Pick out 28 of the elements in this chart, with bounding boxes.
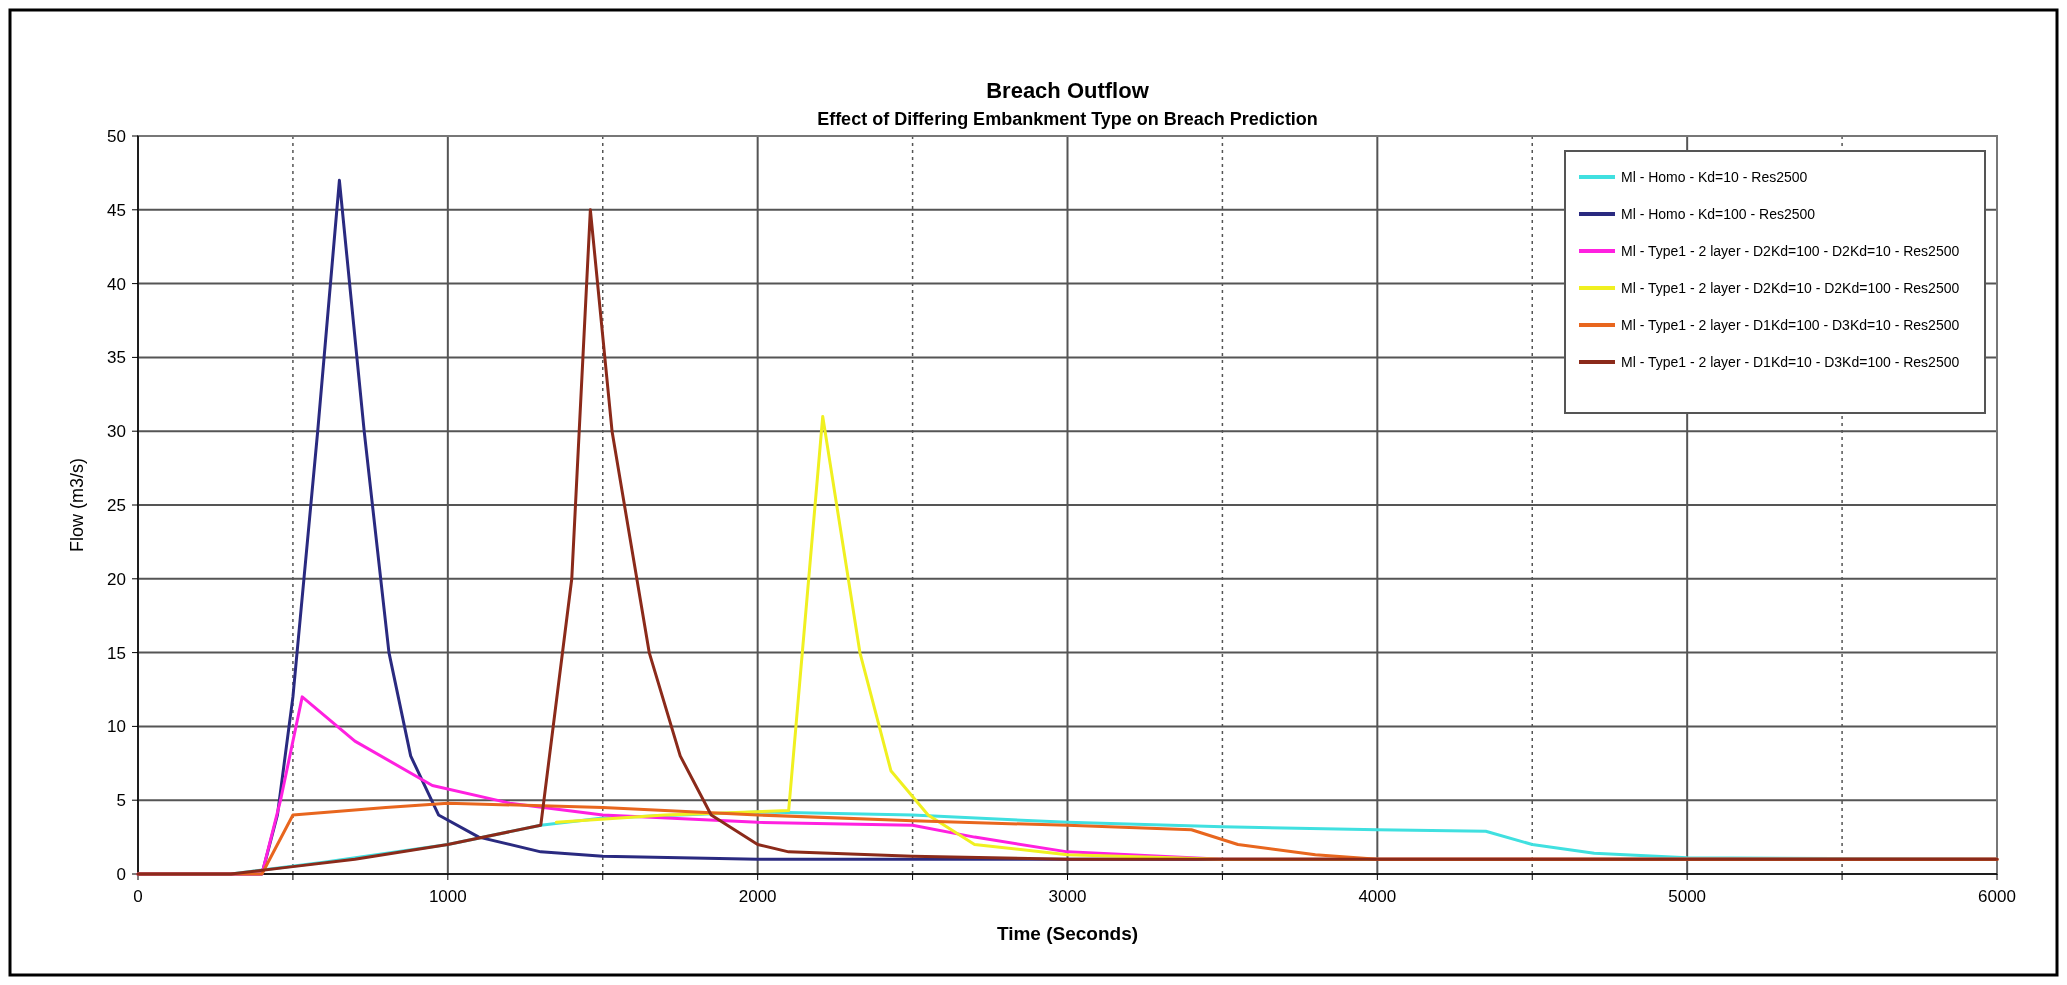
x-tick-label: 0 — [133, 887, 143, 906]
y-tick-label: 15 — [107, 643, 126, 663]
legend-label: Ml - Type1 - 2 layer - D2Kd=100 - D2Kd=10 - Res2500 — [1621, 243, 1960, 259]
legend-label: Ml - Homo - Kd=10 - Res2500 — [1621, 169, 1808, 185]
y-tick-label: 35 — [107, 348, 126, 368]
legend-label: Ml - Type1 - 2 layer - D1Kd=100 - D3Kd=10 - Res2500 — [1621, 317, 1960, 333]
y-tick-label: 45 — [107, 200, 126, 220]
x-axis-title: Time (Seconds) — [996, 923, 1139, 944]
legend-label: Ml - Type1 - 2 layer - D2Kd=10 - D2Kd=100 - Res2500 — [1621, 280, 1960, 296]
x-tick-label: 4000 — [1358, 887, 1397, 906]
y-tick-label: 40 — [107, 274, 126, 294]
y-tick-label: 50 — [107, 127, 126, 146]
chart-subtitle: Effect of Differing Embankment Type on Breach Prediction — [817, 109, 1318, 129]
x-tick-label: 6000 — [1978, 887, 2016, 906]
x-tick-label: 2000 — [738, 887, 777, 906]
y-tick-label: 30 — [107, 422, 126, 442]
y-tick-label: 5 — [116, 791, 126, 811]
x-tick-label: 3000 — [1048, 887, 1087, 906]
y-axis-title: Flow (m3/s) — [67, 458, 87, 552]
y-tick-label: 25 — [107, 496, 126, 515]
y-tick-label: 0 — [116, 865, 126, 884]
x-tick-label: 5000 — [1668, 887, 1707, 906]
legend-label: Ml - Homo - Kd=100 - Res2500 — [1621, 206, 1816, 222]
chart-title: Breach Outflow — [986, 78, 1150, 103]
y-tick-label: 20 — [107, 569, 126, 589]
legend-label: Ml - Type1 - 2 layer - D1Kd=10 - D3Kd=100 - Res2500 — [1621, 354, 1960, 370]
y-tick-label: 10 — [107, 717, 126, 737]
x-tick-label: 1000 — [428, 887, 467, 906]
